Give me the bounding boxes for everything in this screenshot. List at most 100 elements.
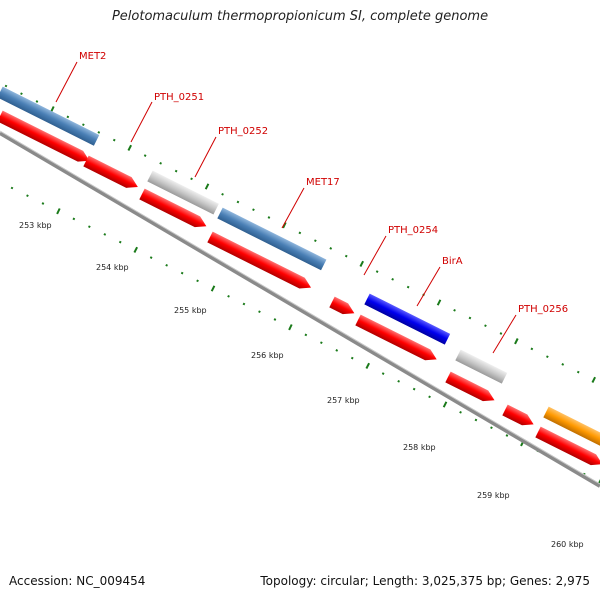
- minor-tick: [159, 161, 162, 165]
- position-labels: 253 kbp 254 kbp 255 kbp 256 kbp 257 kbp …: [19, 221, 584, 549]
- minor-tick: [484, 324, 487, 328]
- genome-backbone: [0, 131, 600, 488]
- gene-label-PTH_0254[interactable]: PTH_0254: [388, 225, 438, 236]
- minor-tick: [546, 355, 549, 359]
- position-label: 254 kbp: [96, 263, 129, 272]
- minor-tick: [314, 239, 317, 243]
- minor-tick: [221, 192, 224, 196]
- minor-tick: [149, 256, 153, 259]
- minor-tick: [82, 123, 85, 127]
- cds-track: [0, 110, 600, 470]
- major-tick: [133, 246, 138, 253]
- cds-arrow[interactable]: [502, 404, 536, 430]
- minor-tick: [397, 379, 400, 383]
- major-tick: [210, 285, 216, 292]
- minor-tick: [505, 434, 509, 437]
- position-label: 256 kbp: [251, 351, 284, 360]
- major-tick: [514, 338, 519, 345]
- gene-label-MET17[interactable]: MET17: [306, 177, 340, 188]
- minor-tick: [335, 349, 339, 352]
- minor-tick: [242, 302, 246, 306]
- minor-tick: [165, 263, 168, 267]
- gene-labels: MET2 PTH_0251 PTH_0252 MET17 PTH_0254 Bi…: [79, 51, 568, 315]
- major-tick: [127, 144, 132, 151]
- gene-PTH_0252[interactable]: [217, 207, 327, 271]
- cds-arrow[interactable]: [207, 231, 313, 293]
- major-tick: [204, 183, 210, 190]
- minor-tick: [180, 271, 184, 275]
- minor-tick: [88, 225, 91, 229]
- minor-tick: [112, 138, 116, 142]
- minor-tick: [375, 270, 379, 273]
- minor-tick: [459, 410, 462, 414]
- minor-tick: [252, 208, 255, 212]
- minor-tick: [143, 154, 147, 157]
- position-label: 253 kbp: [19, 221, 52, 230]
- major-tick: [359, 260, 364, 267]
- minor-tick: [406, 285, 410, 289]
- minor-tick: [118, 240, 122, 244]
- major-tick: [288, 324, 293, 331]
- gene-label-PTH_0256[interactable]: PTH_0256: [518, 304, 568, 315]
- cds-arrow[interactable]: [445, 371, 497, 406]
- minor-tick: [304, 333, 308, 337]
- major-tick: [591, 376, 596, 383]
- major-tick: [365, 362, 370, 369]
- gene-label-PTH_0252[interactable]: PTH_0252: [218, 126, 268, 137]
- minor-tick: [576, 370, 580, 374]
- minor-tick: [391, 277, 394, 281]
- minor-tick: [10, 186, 14, 190]
- gene-label-PTH_0251[interactable]: PTH_0251: [154, 92, 204, 103]
- minor-tick: [97, 131, 101, 134]
- minor-tick: [196, 279, 199, 283]
- cds-arrow[interactable]: [83, 155, 140, 193]
- page-title: Pelotomaculum thermopropionicum SI, comp…: [111, 9, 489, 24]
- minor-tick: [4, 84, 8, 88]
- minor-tick: [320, 341, 323, 345]
- major-tick: [442, 401, 448, 408]
- gene-MET2[interactable]: [0, 86, 100, 146]
- gene-label-BirA[interactable]: BirA: [442, 256, 463, 267]
- major-tick: [50, 106, 55, 113]
- minor-tick: [258, 310, 261, 314]
- gene-track-outer: [0, 86, 600, 449]
- minor-tick: [453, 308, 456, 312]
- accession-text: Accession: NC_009454: [9, 574, 146, 588]
- major-tick: [282, 222, 287, 229]
- minor-tick: [174, 169, 178, 173]
- minor-tick: [72, 217, 76, 221]
- gene-orange[interactable]: [543, 406, 600, 449]
- minor-tick: [350, 356, 354, 360]
- minor-tick: [468, 316, 472, 320]
- gene-PTH_0256[interactable]: [455, 349, 508, 384]
- minor-tick: [103, 233, 107, 236]
- minor-tick: [236, 200, 240, 204]
- minor-tick: [273, 318, 277, 321]
- cds-arrow[interactable]: [535, 426, 600, 470]
- minor-tick: [381, 372, 385, 375]
- minor-tick: [227, 294, 230, 298]
- minor-tick: [298, 231, 302, 235]
- position-label: 259 kbp: [477, 491, 510, 500]
- gene-label-MET2[interactable]: MET2: [79, 51, 106, 62]
- gene-PTH_0251[interactable]: [147, 170, 219, 215]
- position-label: 258 kbp: [403, 443, 436, 452]
- cds-arrow[interactable]: [355, 314, 439, 365]
- minor-tick: [267, 216, 271, 219]
- major-tick: [436, 299, 442, 306]
- minor-tick: [20, 92, 23, 96]
- position-label: 255 kbp: [174, 306, 207, 315]
- minor-tick: [190, 177, 193, 181]
- position-label: 257 kbp: [327, 396, 360, 405]
- genome-backbone-highlight: [0, 130, 600, 485]
- inner-tick-ring: [10, 186, 600, 485]
- minor-tick: [41, 202, 45, 205]
- minor-tick: [561, 363, 565, 366]
- cds-arrow[interactable]: [139, 188, 209, 232]
- cds-arrow[interactable]: [0, 110, 92, 167]
- gene-BirA[interactable]: [364, 293, 451, 345]
- label-leaders: [55, 61, 517, 354]
- cds-arrow[interactable]: [329, 296, 357, 319]
- genome-summary-text: Topology: circular; Length: 3,025,375 bp…: [260, 574, 590, 588]
